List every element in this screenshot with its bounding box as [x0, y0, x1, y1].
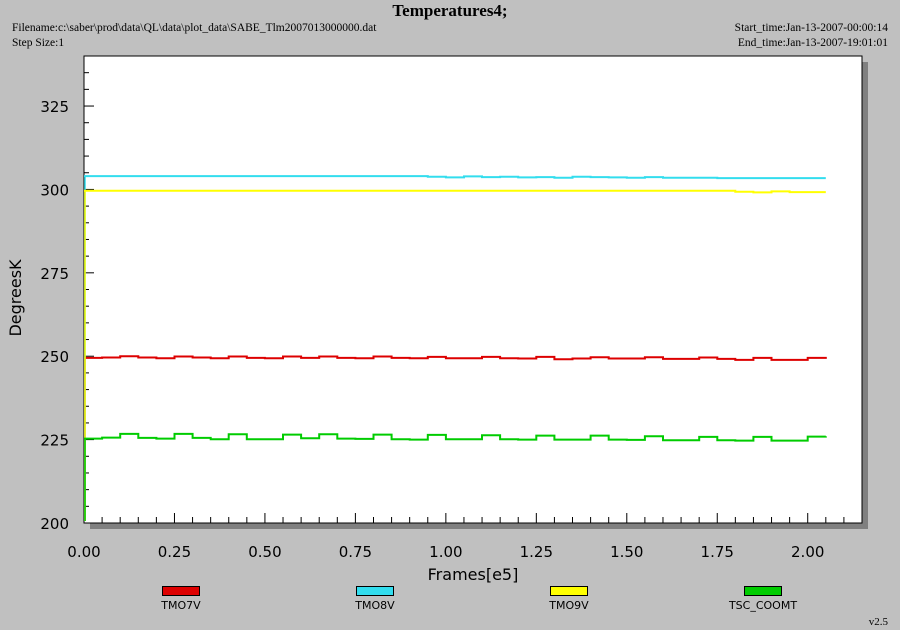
x-tick-label: 0.00 [67, 543, 100, 561]
legend-item-tmo8v: TMO8V [315, 586, 435, 612]
x-tick-label: 2.00 [791, 543, 824, 561]
series-line-tmo7v [84, 355, 827, 361]
x-axis: 0.00 0.25 0.50 0.75 1.00 1.25 1.50 1.75 2.00 [67, 513, 863, 561]
x-axis-label: Frames[e5] [428, 565, 519, 584]
y-tick-label: 300 [40, 181, 69, 199]
x-tick-label: 0.50 [248, 543, 281, 561]
step-size-label: Step Size:1 [12, 37, 65, 49]
start-time-label: Start_time:Jan-13-2007-00:00:14 [734, 22, 888, 34]
y-tick-label: 225 [40, 432, 69, 450]
legend-swatch-tmo8v [356, 586, 394, 596]
series-line-tmo9v [84, 189, 826, 194]
legend-item-tsc-coomt: TSC_COOMT [703, 586, 823, 612]
y-tick-label: 275 [40, 265, 69, 283]
x-tick-label: 1.75 [701, 543, 734, 561]
version-label: v2.5 [868, 616, 888, 628]
end-time-label: End_time:Jan-13-2007-19:01:01 [737, 37, 888, 49]
legend-swatch-tsc-coomt [744, 586, 782, 596]
series-line-tsc-coomt [84, 432, 827, 442]
legend-label-tsc-coomt: TSC_COOMT [728, 599, 798, 612]
y-axis-label: DegreesK [6, 259, 25, 337]
legend-swatch-tmo7v [162, 586, 200, 596]
x-tick-label: 1.00 [429, 543, 462, 561]
x-tick-label: 1.50 [610, 543, 643, 561]
chart-title: Temperatures4; [392, 1, 508, 20]
y-tick-label: 325 [40, 98, 69, 116]
y-tick-label: 250 [40, 348, 69, 366]
series-line-tmo8v [84, 175, 826, 180]
x-tick-label: 0.75 [339, 543, 372, 561]
plot-area [83, 55, 863, 524]
filename-label: Filename:c:\saber\prod\data\QL\data\plot… [12, 22, 377, 34]
x-tick-label: 1.25 [520, 543, 553, 561]
series-group [84, 175, 827, 521]
y-tick-label: 200 [40, 515, 69, 533]
legend-item-tmo7v: TMO7V [121, 586, 241, 612]
legend-item-tmo9v: TMO9V [509, 586, 629, 612]
legend-swatch-tmo9v [550, 586, 588, 596]
legend-label-tmo8v: TMO8V [355, 599, 395, 612]
legend-label-tmo9v: TMO9V [549, 599, 589, 612]
x-tick-label: 0.25 [158, 543, 191, 561]
legend-label-tmo7v: TMO7V [161, 599, 201, 612]
